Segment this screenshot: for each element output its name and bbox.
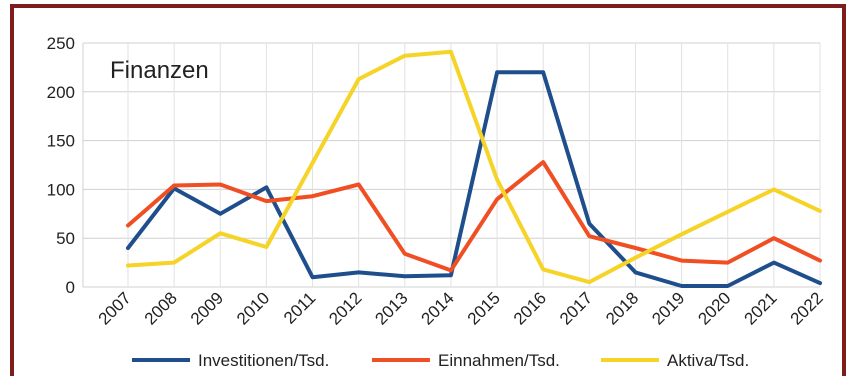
x-tick-label: 2022 <box>787 288 827 328</box>
x-tick-label: 2017 <box>556 288 596 328</box>
legend-label: Investitionen/Tsd. <box>198 351 329 370</box>
y-tick-label: 0 <box>66 278 75 297</box>
legend-label: Einnahmen/Tsd. <box>438 351 560 370</box>
legend-label: Aktiva/Tsd. <box>667 351 749 370</box>
y-tick-label: 250 <box>47 34 75 53</box>
x-tick-label: 2015 <box>464 288 504 328</box>
series-lines <box>126 49 822 288</box>
x-tick-label: 2016 <box>510 288 550 328</box>
x-tick-label: 2013 <box>371 288 411 328</box>
x-tick-label: 2021 <box>741 288 781 328</box>
y-tick-label: 100 <box>47 180 75 199</box>
y-axis-ticks: 0 50 100 150 200 250 <box>47 34 75 297</box>
x-tick-label: 2012 <box>325 288 365 328</box>
series-line <box>126 49 822 285</box>
x-tick-label: 2011 <box>280 288 319 327</box>
x-tick-label: 2009 <box>187 288 227 328</box>
series-line <box>126 160 822 273</box>
series-line <box>126 70 822 288</box>
x-tick-label: 2010 <box>233 288 273 328</box>
y-tick-label: 50 <box>56 229 75 248</box>
line-chart: 0 50 100 150 200 250 2007 2008 2009 2010 2011 2012… <box>47 34 827 370</box>
chart-frame: 0 50 100 150 200 250 2007 2008 2009 2010 2011 2012… <box>10 4 846 376</box>
x-tick-label: 2019 <box>648 288 688 328</box>
x-tick-label: 2014 <box>418 288 458 328</box>
legend: Investitionen/Tsd. Einnahmen/Tsd. Aktiva/T… <box>132 351 749 370</box>
x-tick-label: 2020 <box>694 288 734 328</box>
grid-lines <box>82 42 821 288</box>
y-tick-label: 200 <box>47 83 75 102</box>
x-tick-label: 2018 <box>602 288 642 328</box>
y-tick-label: 150 <box>47 132 75 151</box>
x-axis-ticks: 2007 2008 2009 2010 2011 2012 2013 2014 2015 2016… <box>95 288 827 328</box>
x-tick-label: 2008 <box>141 288 181 328</box>
chart-title: Finanzen <box>110 57 209 84</box>
x-tick-label: 2007 <box>95 288 135 328</box>
